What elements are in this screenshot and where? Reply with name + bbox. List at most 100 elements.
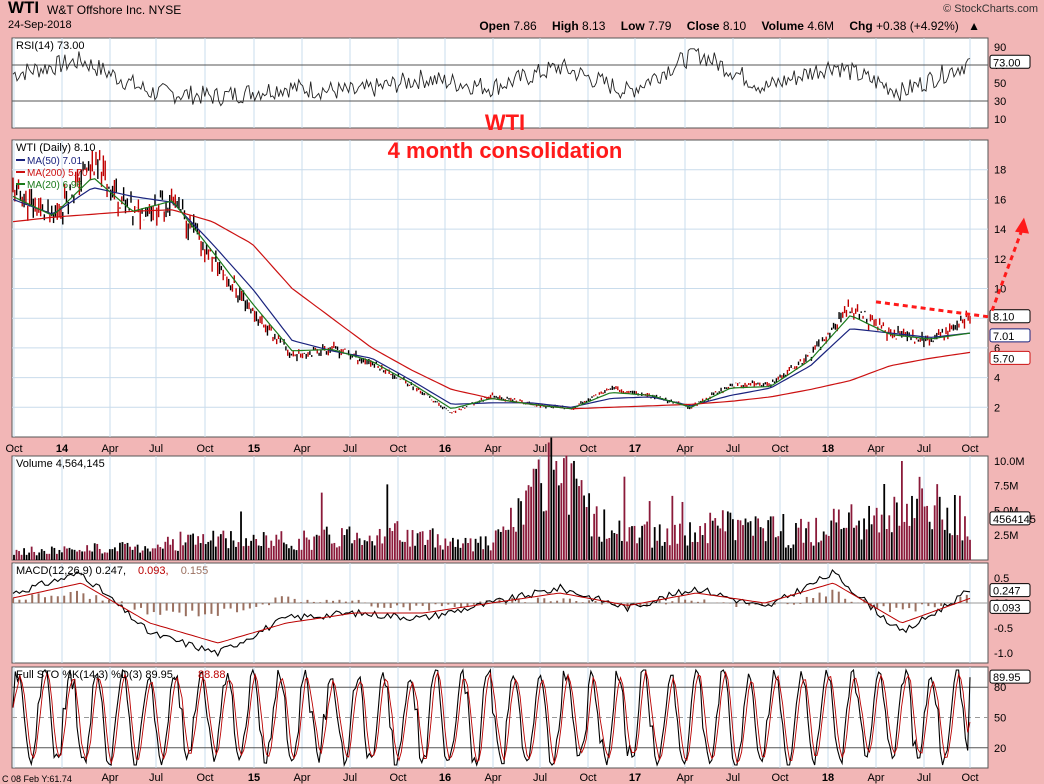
rsi-title: RSI(14) 73.00	[16, 40, 84, 52]
rsi-line	[12, 47, 971, 107]
bottom-xtick-label: Jul	[149, 772, 163, 784]
rsi-ytick-label: 10	[994, 114, 1006, 126]
price-xtick-label: Oct	[579, 443, 596, 455]
bottom-xtick-label: Oct	[389, 772, 406, 784]
sto-ytick-label: 50	[994, 713, 1006, 725]
bottom-xtick-label: Oct	[961, 772, 978, 784]
price-ytick-label: 14	[994, 224, 1006, 236]
price-xtick-label: Apr	[484, 443, 501, 455]
bottom-xtick-label: Jul	[726, 772, 740, 784]
macd-last-signal: 0.093	[993, 602, 1021, 614]
price-last-close: 8.10	[993, 312, 1014, 324]
price-legend-ma200: MA(200) 5.70	[27, 168, 88, 179]
price-xtick-label: Oct	[5, 443, 22, 455]
macd-title: MACD(12,26,9) 0.247,	[16, 565, 126, 577]
symbol-ticker: WTI	[8, 0, 40, 17]
macd-last-value: 0.247	[993, 586, 1021, 598]
close-label: Close	[686, 19, 720, 33]
high-label: High	[552, 19, 579, 33]
rsi-last-value-box	[989, 54, 1031, 69]
price-last-ma50-box	[989, 328, 1031, 343]
price-xtick-label: Oct	[196, 443, 213, 455]
chg-arrow-icon: ▲	[968, 19, 980, 33]
close-value: 8.10	[722, 19, 747, 33]
price-xtick-label: 14	[56, 443, 69, 455]
bottom-xtick-label: Apr	[676, 772, 693, 784]
quote-summary: Open 7.86 High 8.13 Low 7.79 Close 8.10 …	[479, 19, 992, 33]
chg-value: +0.38 (+4.92%)	[876, 19, 959, 33]
ma20-line	[12, 178, 971, 410]
price-xtick-label: 15	[248, 443, 260, 455]
volume-label: Volume	[761, 19, 804, 33]
chart-date: 24-Sep-2018	[8, 19, 72, 31]
macd-ytick-label: -1.0	[994, 648, 1013, 660]
price-xtick-label: Apr	[676, 443, 693, 455]
open-label: Open	[479, 19, 510, 33]
rsi-last-value: 73.00	[993, 57, 1021, 69]
price-xtick-label: Apr	[101, 443, 118, 455]
bottom-xtick-label: Jul	[533, 772, 547, 784]
resistance-line	[875, 300, 989, 319]
price-ytick-label: 4	[994, 373, 1000, 385]
macd-ytick-label: -0.5	[994, 623, 1013, 635]
macd-line	[12, 569, 971, 658]
corner-note-bg	[0, 771, 96, 784]
price-xtick-label: Jul	[917, 443, 931, 455]
bottom-xtick-label: Apr	[484, 772, 501, 784]
macd-ytick-label: 0.5	[994, 573, 1009, 585]
price-xtick-label: Jul	[149, 443, 163, 455]
bottom-xtick-label: Oct	[196, 772, 213, 784]
macd-last-signal-box	[989, 599, 1031, 614]
chg-label: Chg	[849, 19, 873, 33]
corner-note: C 08 Feb Y:61.74	[2, 774, 72, 784]
macd-title-hist: 0.155	[181, 565, 209, 577]
breakout-arrow-head-icon	[1015, 217, 1029, 234]
sto-ytick-label: 20	[994, 743, 1006, 755]
brand-watermark: © StockCharts.com	[943, 3, 1038, 15]
macd-signal-line	[12, 582, 971, 644]
price-xtick-label: Jul	[343, 443, 357, 455]
bottom-xtick-label: Apr	[867, 772, 884, 784]
rsi-ytick-label: 90	[994, 42, 1006, 54]
annotation-title: WTI	[485, 110, 525, 135]
price-xtick-label: Oct	[771, 443, 788, 455]
bottom-xtick-label: Apr	[101, 772, 118, 784]
price-legend-ma50: MA(50) 7.01	[27, 156, 82, 167]
high-value: 8.13	[582, 19, 606, 33]
sto-last-value-box	[989, 669, 1031, 684]
sto-ytick-label: 80	[994, 682, 1006, 694]
volume-ytick-label: 2.5M	[994, 530, 1018, 542]
volume-last-value-box	[989, 511, 1031, 526]
bottom-xtick-label: Jul	[343, 772, 357, 784]
price-legend-main: WTI (Daily) 8.10	[16, 142, 95, 154]
bottom-xtick-label: Oct	[771, 772, 788, 784]
price-ytick-label: 2	[994, 402, 1000, 414]
price-last-ma200: 5.70	[993, 353, 1014, 365]
sto-title-d: 88.88	[198, 669, 226, 681]
bottom-xtick-label: Jul	[917, 772, 931, 784]
bottom-xtick-label: Oct	[579, 772, 596, 784]
volume-value: 4.6M	[807, 19, 835, 33]
price-ytick-label: 6	[994, 343, 1000, 355]
sto-k-line	[12, 668, 971, 768]
rsi-ytick-label: 30	[994, 96, 1006, 108]
price-ytick-label: 18	[994, 165, 1006, 177]
sto-last-value: 89.95	[993, 672, 1021, 684]
volume-ytick-label: 7.5M	[994, 481, 1018, 493]
open-value: 7.86	[513, 19, 537, 33]
annotation-subtitle: 4 month consolidation	[388, 138, 623, 163]
ma50-line	[12, 187, 971, 408]
sto-title: Full STO %K(14,3) %D(3) 89.95,	[16, 669, 176, 681]
volume-last-value: 4564145	[993, 514, 1036, 526]
bottom-xtick-label: 18	[822, 772, 834, 784]
macd-title-signal: 0.093,	[138, 565, 169, 577]
price-xtick-label: 16	[439, 443, 451, 455]
company-name: W&T Offshore Inc. NYSE	[47, 3, 182, 17]
price-xtick-label: Jul	[726, 443, 740, 455]
panel-macd	[11, 562, 989, 664]
price-last-ma200-box	[989, 350, 1031, 365]
breakout-arrow-shaft	[990, 229, 1024, 312]
price-xtick-label: 17	[629, 443, 641, 455]
price-xtick-label: 18	[822, 443, 834, 455]
volume-ytick-label: 10.0M	[994, 456, 1025, 468]
